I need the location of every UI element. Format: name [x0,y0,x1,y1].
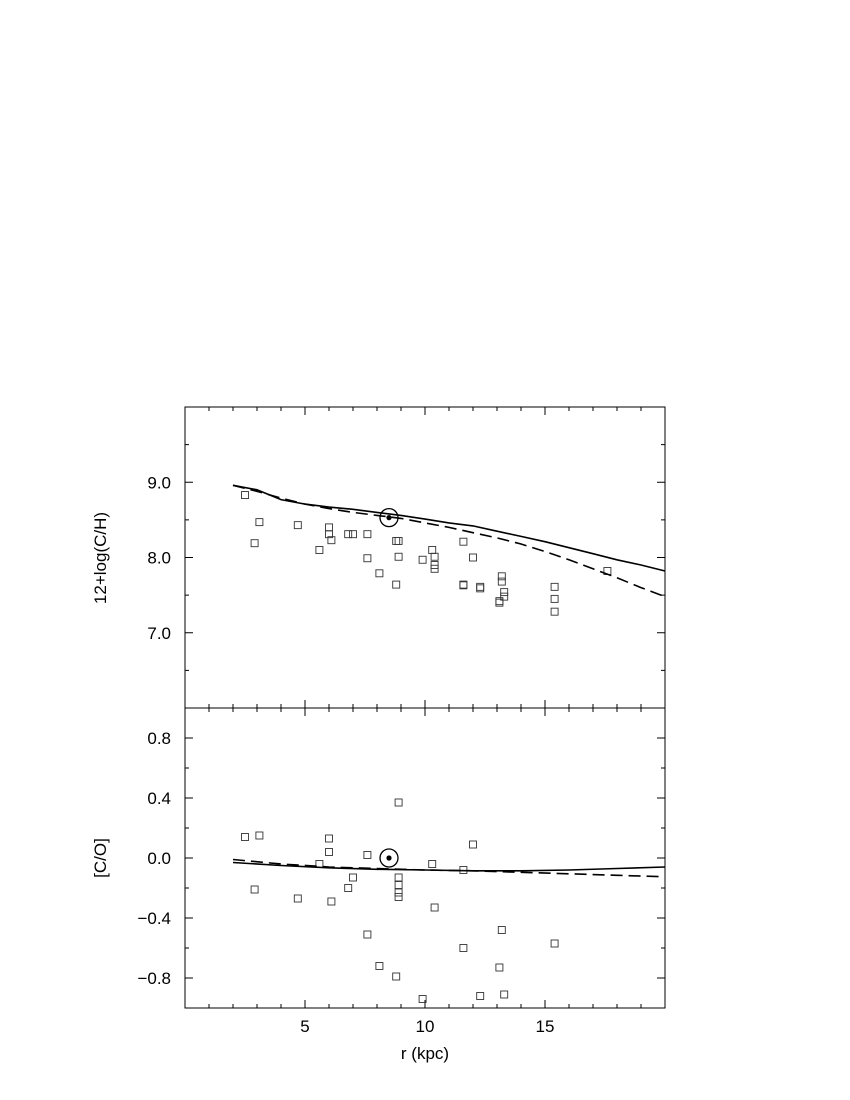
bottom-data-point [476,992,485,1000]
bottom-data-point [363,930,372,939]
top-data-point [293,521,302,530]
bottom-y-tick-label: −0.8 [137,969,171,988]
top-y-tick-label: 8.0 [147,549,171,568]
top-data-point [497,577,506,586]
top-data-point [459,581,468,590]
bottom-y-tick-label: 0.8 [147,729,171,748]
top-data-point [495,598,504,607]
top-data-point [495,597,504,606]
bottom-data-point [428,860,437,868]
top-y-tick-label: 7.0 [147,624,171,643]
bottom-x-tick-label: 10 [416,1017,435,1036]
bottom-data-point [293,894,302,903]
bottom-data-point [349,873,357,882]
top-data-point [325,523,333,532]
bottom-dashed-model-line [232,858,666,878]
top-data-point [418,555,427,564]
bottom-data-point [418,995,427,1003]
bottom-sun-symbol [379,848,399,868]
top-data-point [394,536,403,545]
top-plot-frame [184,406,666,709]
top-sun-symbol-dot [386,515,392,521]
top-data-point [430,564,439,573]
bottom-data-point [363,851,372,859]
top-dashed-model-line [232,484,666,598]
bottom-data-point [255,831,264,840]
top-data-point [375,569,384,578]
top-data-point [428,546,437,554]
top-data-point [476,582,485,591]
bottom-data-point [430,903,439,912]
top-data-point [469,553,477,562]
top-data-point [327,536,336,545]
bottom-solid-model-line [232,861,666,872]
bottom-data-point [394,888,403,897]
top-data-point [315,546,324,554]
bottom-data-point [344,884,353,892]
top-data-point [476,584,485,593]
bottom-data-point [392,972,401,981]
top-data-point [363,530,372,539]
top-data-point [344,530,353,539]
bottom-data-point [550,939,559,948]
top-data-point [497,572,506,581]
top-data-point [430,552,439,561]
bottom-data-point [394,873,403,882]
bottom-plot-frame [184,707,666,1009]
bottom-data-point [327,897,336,906]
x-axis-label: r (kpc) [401,1044,449,1063]
top-data-point [459,537,468,546]
bottom-data-point [375,962,384,970]
panel-carbon-abundance: 7.0 8.0 9.0 [147,406,666,709]
top-data-point [500,592,509,601]
y-axis-label-bottom: [C/O] [91,838,110,878]
top-data-point [392,580,401,589]
bottom-data-point [497,926,506,934]
bottom-data-point [459,944,468,952]
bottom-data-point [241,833,249,841]
bottom-data-point [394,798,403,807]
top-data-point [363,554,372,563]
panel-carbon-oxygen-ratio: −0.8 −0.4 0.0 0.4 0.8 5 10 15 [137,707,666,1036]
bottom-sun-symbol-dot [386,855,392,861]
bottom-data-point [325,848,333,856]
bottom-data-point [495,963,504,972]
bottom-data-point [394,881,403,889]
top-data-point [550,582,559,591]
top-data-point [255,518,264,527]
bottom-y-tick-label: 0.4 [147,789,171,808]
top-y-tick-label: 9.0 [147,473,171,492]
bottom-data-point [250,885,259,894]
bottom-data-point [325,834,333,843]
top-data-point [550,594,559,603]
bottom-data-point [469,840,477,849]
bottom-data-point [500,990,509,999]
top-sun-symbol [379,507,399,528]
top-data-point [241,491,249,499]
y-axis-label-top: 12+log(C/H) [91,512,110,604]
top-data-point [394,552,403,561]
bottom-data-point [394,893,403,901]
bottom-x-tick-label: 15 [536,1017,555,1036]
bottom-y-tick-label: −0.4 [137,909,171,928]
top-data-point [250,539,259,548]
top-data-point [550,607,559,616]
top-data-point [392,536,401,545]
top-data-point [349,530,357,539]
top-data-point [325,530,333,539]
top-data-point [500,588,509,597]
bottom-x-tick-label: 5 [300,1017,309,1036]
bottom-y-tick-label: 0.0 [147,849,171,868]
